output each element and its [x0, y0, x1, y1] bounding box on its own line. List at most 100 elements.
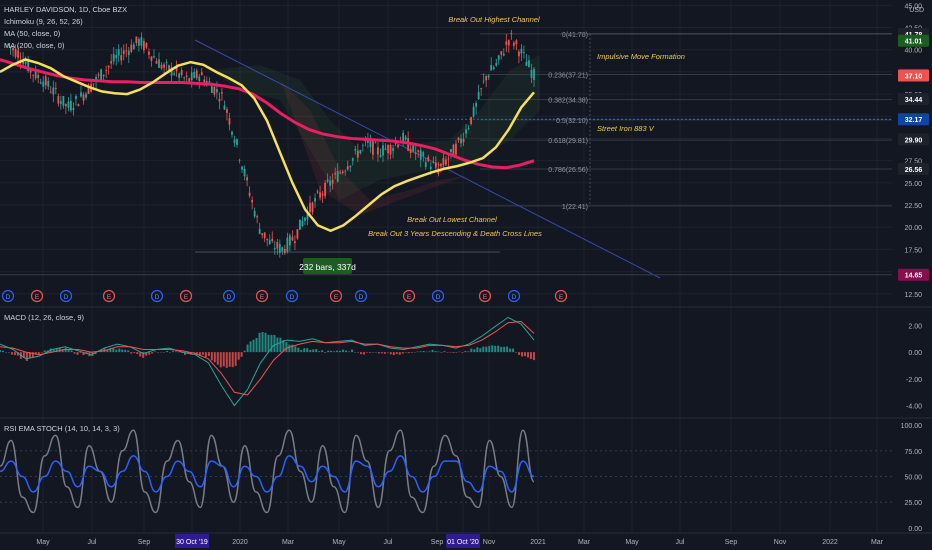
bars-range-measure[interactable]: 232 bars, 337d	[299, 258, 356, 274]
macd-bar	[354, 352, 357, 353]
annotations[interactable]: Break Out Highest Channel Impulsive Move …	[368, 15, 685, 238]
candle-body	[445, 159, 447, 165]
macd-bar	[374, 352, 377, 353]
candle-body	[281, 247, 284, 252]
candle-body	[165, 62, 168, 64]
candle-body	[482, 80, 485, 82]
price-tick-label: 25.00	[904, 181, 922, 188]
rsi-axis: 100.00 75.00 50.00 25.00 0.00	[901, 423, 923, 533]
macd-bar	[351, 349, 354, 353]
macd-bar	[473, 349, 476, 353]
rsi-title: RSI EMA STOCH (14, 10, 14, 3, 3)	[4, 424, 120, 433]
candle-body	[523, 51, 525, 53]
time-axis[interactable]: May Jul Sep 30 Oct '19 2020 Mar May Jul Sep 01 Oc…	[36, 534, 884, 548]
candle-body	[120, 55, 123, 61]
rsi-stoch-panel[interactable]: RSI EMA STOCH (14, 10, 14, 3, 3) 100.00 7…	[0, 423, 922, 533]
macd-bar	[7, 352, 10, 353]
candle-body	[374, 142, 377, 144]
macd-bar	[136, 352, 139, 355]
macd-bar	[1, 350, 4, 353]
candle-body	[140, 37, 143, 46]
candle-body	[475, 103, 478, 107]
event-letter: E	[184, 294, 189, 301]
candle-body	[148, 51, 150, 55]
dividend-marker	[431, 289, 445, 303]
macd-bar	[425, 351, 428, 353]
macd-bar	[455, 352, 458, 353]
candle-body	[7, 44, 9, 46]
candle-body	[102, 74, 105, 77]
measure-label: 232 bars, 337d	[299, 262, 356, 272]
macd-bar	[380, 352, 383, 354]
event-letter: E	[35, 294, 40, 301]
candle-body	[455, 143, 457, 155]
macd-bar	[401, 352, 404, 354]
macd-bar	[410, 352, 413, 353]
candle-body	[434, 162, 437, 168]
macd-bar	[252, 339, 255, 353]
price-panel[interactable]: 0(41.78) 0.236(37.21) 0.382(34.38) 0.5(32.1…	[0, 3, 929, 303]
candle-body	[387, 144, 389, 154]
ma200-line	[0, 58, 535, 170]
macd-bar	[258, 332, 261, 353]
macd-bar	[530, 352, 533, 360]
candle-body	[291, 237, 294, 241]
candle-body	[495, 62, 498, 66]
macd-bar	[512, 348, 515, 353]
candle-body	[372, 140, 374, 155]
macd-bar	[228, 352, 231, 367]
event-letter: D	[359, 294, 364, 301]
macd-bar	[213, 352, 216, 363]
price-label-box	[898, 93, 929, 106]
macd-bar	[368, 352, 371, 353]
candle-body	[394, 142, 397, 144]
time-tick-label: 2022	[822, 539, 838, 546]
candle-body	[80, 92, 82, 97]
candle-body	[251, 199, 254, 203]
candle-body	[283, 249, 286, 254]
candle-body	[460, 138, 462, 144]
candle-body	[334, 173, 337, 175]
candle-body	[354, 149, 357, 151]
macd-bar	[485, 346, 488, 353]
macd-bar	[309, 349, 312, 353]
event-letter: D	[6, 294, 11, 301]
macd-bar	[222, 352, 225, 367]
candle-body	[54, 88, 57, 89]
event-letter: E	[334, 294, 339, 301]
candle-body	[17, 50, 19, 58]
legend: HARLEY DAVIDSON, 1D, Cboe BZX Ichimoku (…	[4, 5, 924, 50]
candle-body	[213, 87, 216, 95]
macd-bar	[345, 350, 348, 353]
macd-bar	[148, 352, 151, 355]
fibonacci-retracement[interactable]: 0(41.78) 0.236(37.21) 0.382(34.38) 0.5(32.1…	[405, 32, 892, 211]
macd-panel[interactable]: MACD (12, 26, close, 9) 2.00 0.00 -2.00 -4.…	[0, 313, 922, 411]
candle-body	[447, 158, 450, 160]
time-tick-label: May	[36, 539, 50, 546]
candle-body	[419, 150, 422, 160]
currency-label: USD	[909, 7, 924, 14]
candle-body	[183, 77, 186, 79]
macd-bar	[389, 352, 392, 355]
candle-body	[470, 117, 472, 124]
candle-body	[271, 238, 274, 242]
macd-bar	[64, 347, 67, 353]
time-tick-label: Jul	[676, 539, 685, 546]
candle-body	[231, 131, 233, 135]
time-tick-label: May	[625, 539, 639, 546]
macd-bar	[330, 350, 333, 353]
candle-body	[452, 144, 455, 157]
macd-bar	[431, 349, 434, 353]
candle-body	[130, 44, 133, 52]
candle-body	[236, 139, 238, 146]
candle-body	[329, 180, 332, 186]
macd-bar	[518, 352, 521, 355]
candle-body	[356, 150, 359, 158]
candle-body	[306, 212, 309, 220]
macd-bar	[112, 348, 115, 353]
candle-body	[52, 87, 55, 95]
candle-body	[261, 233, 264, 235]
candle-body	[75, 96, 77, 100]
